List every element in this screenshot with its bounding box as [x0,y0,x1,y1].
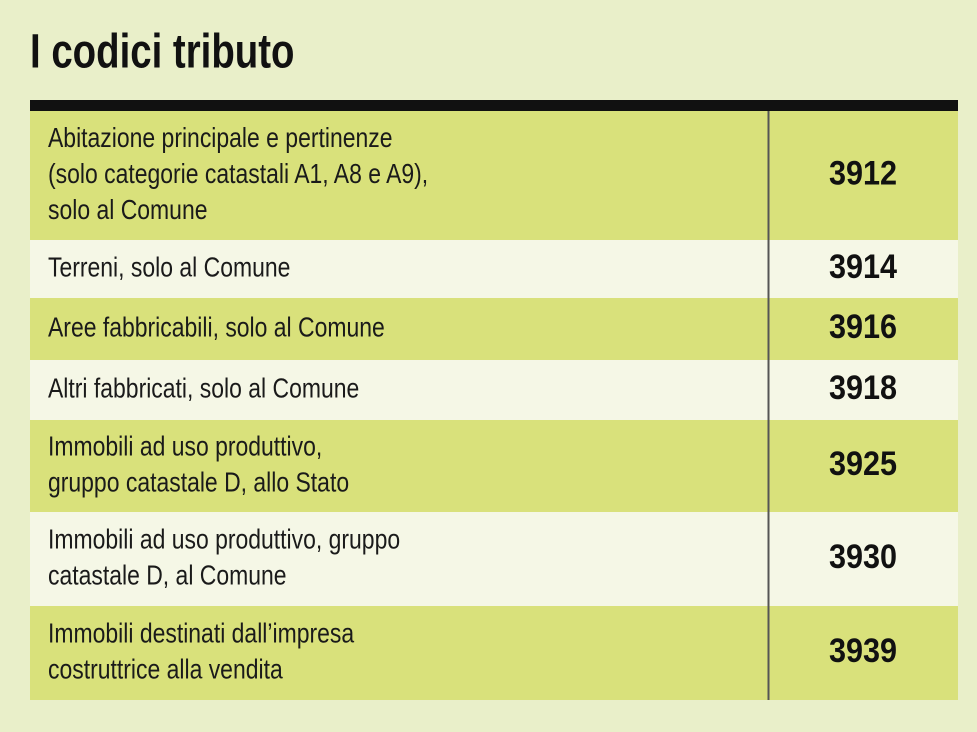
table-row [30,360,958,420]
table: Abitazione principale e pertinenze (solo … [30,111,958,700]
description-line: costruttrice alla vendita [48,654,283,685]
description-line: Aree fabbricabili, solo al Comune [48,312,385,343]
header-bar [30,100,958,111]
table-row [30,298,958,360]
description-line: Altri fabbricati, solo al Comune [48,373,359,404]
code: 3918 [829,369,897,407]
description-line: gruppo catastale D, allo Stato [48,467,349,498]
description-line: Abitazione principale e pertinenze [48,123,392,154]
description-line: (solo categorie catastali A1, A8 e A9), [48,159,428,190]
table-row [30,240,958,298]
table-row [30,111,958,240]
description-line: Immobili destinati dall’impresa [48,618,355,649]
description-line: solo al Comune [48,195,207,226]
code: 3914 [829,248,897,286]
description-line: catastale D, al Comune [48,560,287,591]
description-line: Terreni, solo al Comune [48,252,290,283]
code: 3939 [829,632,897,670]
table-row [30,420,958,512]
code: 3925 [829,445,897,483]
description-line: Immobili ad uso produttivo, gruppo [48,524,400,555]
description-line: Immobili ad uso produttivo, [48,431,322,462]
title: I codici tributo [30,26,294,79]
table-row [30,512,958,606]
table-row [30,606,958,700]
code: 3912 [829,154,897,192]
code: 3930 [829,538,897,576]
code: 3916 [829,308,897,346]
